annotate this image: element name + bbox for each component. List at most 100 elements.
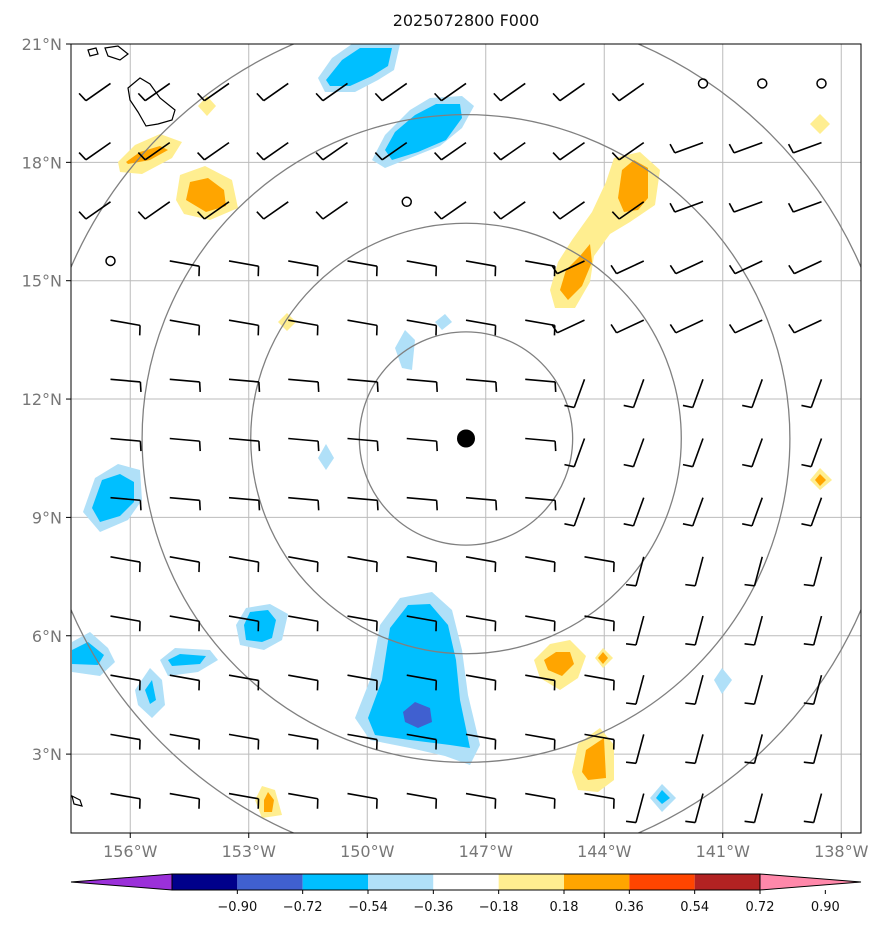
wind-barb — [433, 82, 467, 102]
calm-wind-marker — [105, 255, 116, 267]
wind-barb — [347, 792, 378, 809]
wind-barb — [801, 438, 823, 468]
wind-barb — [685, 734, 704, 765]
wind-barb — [228, 733, 260, 750]
wind-barb — [315, 141, 348, 161]
wind-barb — [744, 556, 764, 587]
wind-barb — [288, 733, 319, 750]
wind-barb — [685, 556, 704, 587]
x-tick-label: 144°W — [577, 842, 632, 861]
wind-barb — [465, 319, 497, 336]
wind-barb — [228, 556, 260, 573]
wind-barb — [787, 201, 822, 213]
colorbar-segment — [564, 874, 630, 890]
wind-barb — [433, 141, 467, 161]
wind-barb — [465, 378, 498, 392]
wind-barb — [465, 674, 497, 691]
wind-barb — [288, 260, 319, 277]
wind-barb — [465, 496, 498, 511]
wind-barb — [169, 733, 201, 750]
wind-barb — [625, 734, 645, 765]
wind-barb — [406, 260, 438, 277]
wind-barb — [169, 615, 201, 632]
x-tick-label: 153°W — [222, 842, 277, 861]
wind-barb — [256, 141, 289, 161]
x-tick-label: 147°W — [459, 842, 514, 861]
wind-barb — [288, 792, 319, 809]
wind-barb — [406, 615, 438, 632]
wind-barb — [406, 378, 438, 392]
wind-barb — [564, 438, 586, 468]
wind-barb — [288, 615, 319, 632]
colorbar-tick-label: 0.54 — [680, 900, 709, 915]
wind-barb — [525, 556, 556, 573]
colorbar-tick-label: 0.18 — [550, 900, 579, 915]
wind-barb — [611, 82, 645, 102]
wind-barb — [682, 497, 704, 527]
wind-barb — [564, 497, 586, 527]
wind-barb — [788, 260, 822, 275]
wind-barb — [584, 733, 615, 750]
wind-barb — [78, 201, 111, 220]
wind-barb — [685, 615, 704, 646]
wind-barb — [564, 379, 586, 409]
x-tick-label: 138°W — [814, 842, 869, 861]
wind-barb — [625, 793, 645, 824]
y-tick-label: 6°N — [32, 627, 62, 646]
distance-ring — [250, 222, 682, 655]
wind-barb — [347, 496, 379, 511]
wind-barb — [584, 792, 615, 809]
distance-ring — [358, 331, 574, 546]
wind-barb — [669, 201, 704, 213]
wind-barb — [493, 141, 526, 161]
y-tick-label: 15°N — [22, 272, 62, 291]
wind-barb — [525, 319, 556, 336]
wind-barb — [787, 141, 822, 154]
wind-barb — [288, 556, 319, 573]
wind-barb — [110, 556, 141, 573]
wind-barb — [584, 674, 615, 691]
wind-barb — [625, 615, 645, 646]
wind-barb — [347, 319, 378, 336]
wind-barb — [465, 260, 497, 277]
wind-barb — [228, 319, 260, 336]
wind-barb — [433, 201, 467, 220]
wind-barb — [744, 793, 764, 824]
distance-rings — [71, 44, 861, 833]
wind-barb — [196, 201, 230, 220]
wind-barb — [315, 82, 348, 102]
wind-barb — [685, 674, 704, 705]
wind-barb — [347, 615, 378, 632]
wind-barb — [315, 201, 348, 220]
y-tick-label: 3°N — [32, 745, 62, 764]
wind-barb — [169, 674, 201, 691]
wind-barb — [611, 141, 645, 161]
wind-barb — [288, 674, 319, 691]
wind-barb — [551, 319, 585, 334]
y-tick-label: 12°N — [22, 390, 62, 409]
wind-barb — [742, 497, 764, 527]
wind-barb — [682, 438, 704, 468]
wind-barb — [169, 378, 201, 392]
wind-barb — [465, 792, 497, 809]
gridlines — [71, 44, 861, 833]
x-tick-label: 150°W — [340, 842, 395, 861]
calm-wind-marker — [757, 78, 768, 89]
wind-barb — [803, 674, 823, 705]
wind-barb — [525, 260, 556, 277]
colorbar-tick-label: −0.54 — [348, 900, 388, 915]
wind-barb — [611, 201, 645, 220]
wind-barb — [625, 556, 645, 587]
wind-barb — [525, 496, 557, 511]
colorbar-extend-high — [759, 873, 862, 891]
wind-barb — [110, 674, 141, 691]
wind-barb — [742, 379, 764, 409]
wind-barb — [682, 379, 704, 409]
wind-barb — [110, 496, 142, 511]
wind-barb — [110, 615, 141, 632]
colorbar-frame — [171, 873, 761, 891]
colorbar-tick-label: −0.36 — [413, 900, 453, 915]
wind-barb — [110, 437, 142, 452]
wind-barb — [374, 82, 408, 102]
colorbar-segment — [172, 874, 238, 890]
